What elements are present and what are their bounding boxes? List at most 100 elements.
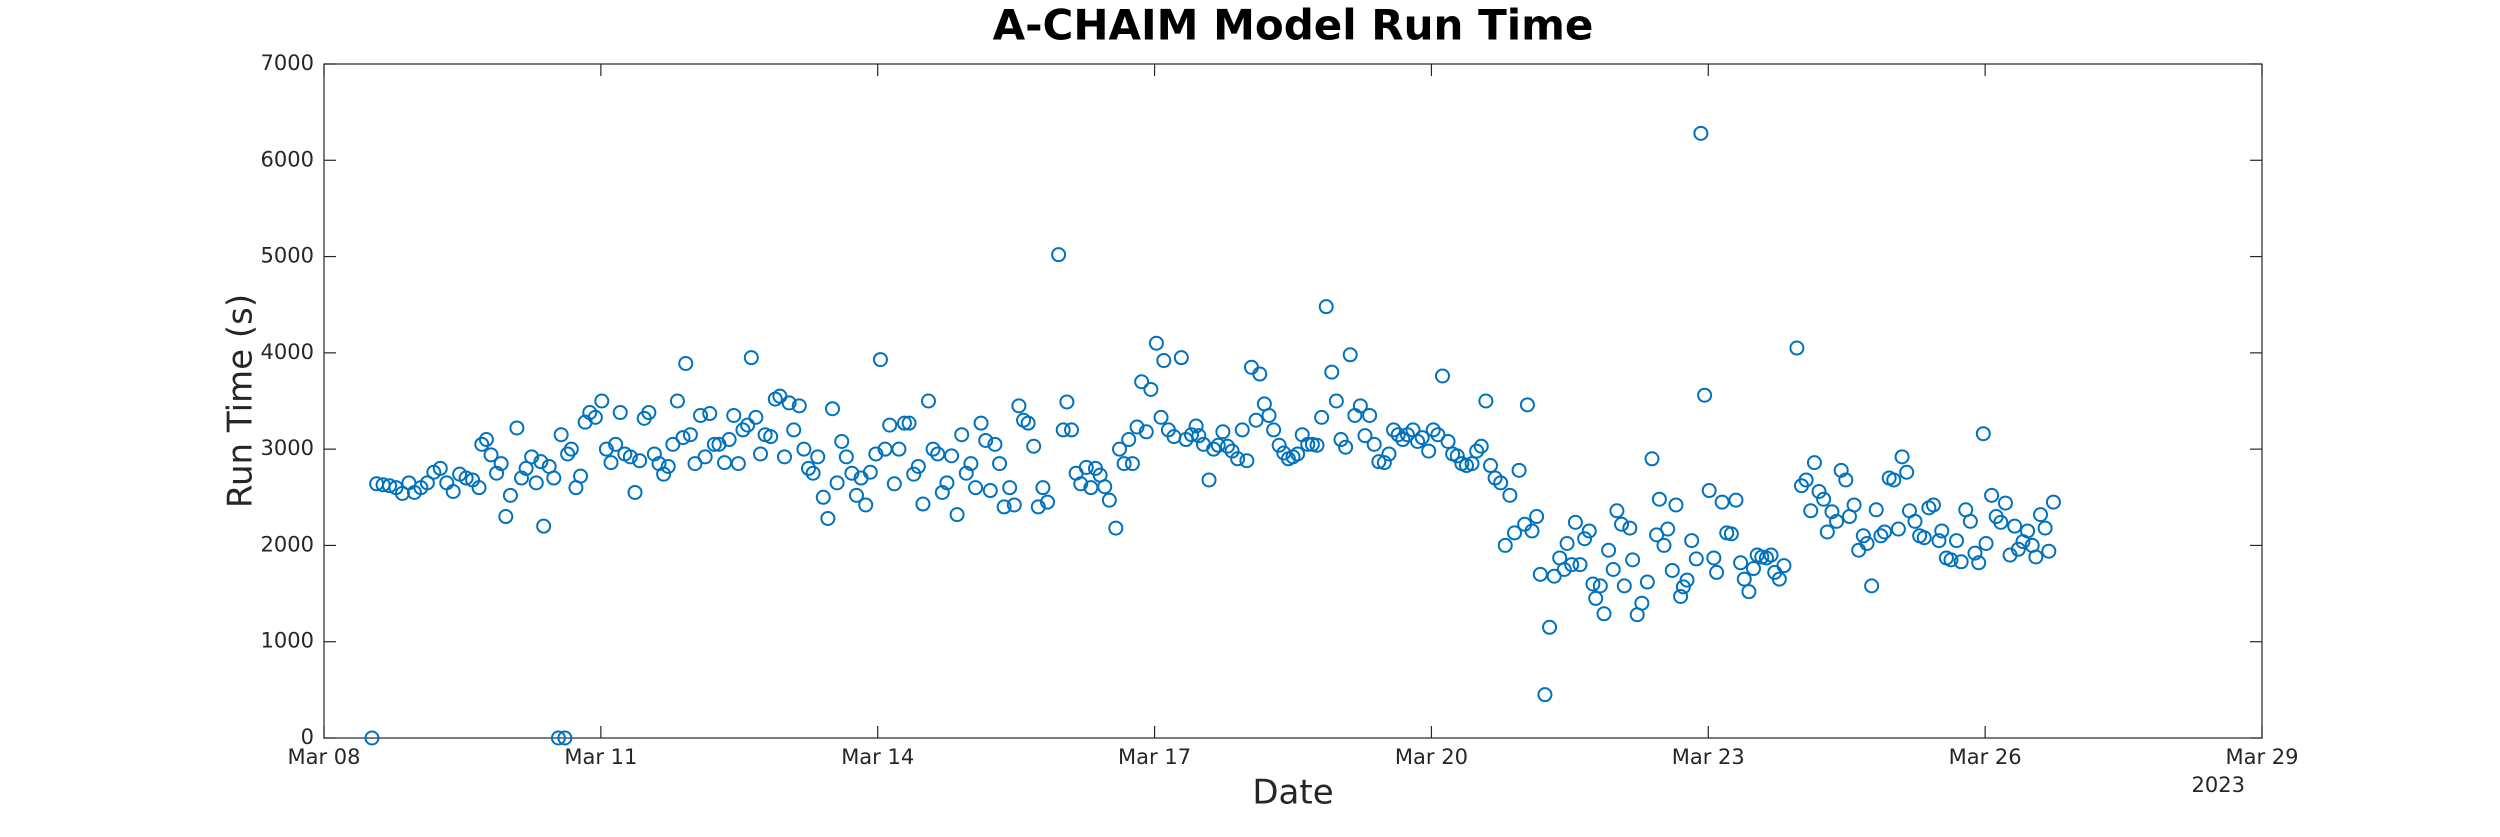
data-point — [1410, 433, 1426, 449]
data-point — [1559, 536, 1575, 552]
data-point — [2041, 543, 2057, 559]
data-point — [1153, 409, 1169, 425]
data-point — [1324, 364, 1340, 380]
data-point — [1592, 578, 1608, 594]
data-point — [1078, 459, 1094, 475]
data-point — [2020, 523, 2036, 539]
data-point — [1656, 537, 1672, 553]
data-point — [886, 476, 902, 492]
data-point — [1855, 528, 1871, 544]
data-point — [891, 441, 907, 457]
data-point — [1953, 554, 1969, 570]
data-point — [608, 436, 624, 452]
data-point — [1709, 564, 1725, 580]
data-point — [693, 407, 709, 423]
data-point — [1469, 443, 1485, 459]
y-tick-label: 2000 — [261, 532, 314, 556]
data-point — [1112, 441, 1128, 457]
data-point — [697, 449, 713, 465]
data-point — [1210, 437, 1226, 453]
data-point — [557, 730, 573, 746]
data-point — [1967, 545, 1983, 561]
data-point — [781, 395, 797, 411]
data-point — [1846, 497, 1862, 513]
data-point — [587, 409, 603, 425]
data-point — [872, 352, 888, 368]
data-point — [1376, 455, 1392, 471]
data-point — [1020, 415, 1036, 431]
data-point — [1943, 552, 1959, 568]
data-point — [1309, 437, 1325, 453]
data-point — [483, 447, 499, 463]
data-point — [1362, 407, 1378, 423]
data-point — [1524, 523, 1540, 539]
x-tick-label: Mar 20 — [1395, 745, 1468, 769]
data-point — [1838, 472, 1854, 488]
data-point — [1728, 492, 1744, 508]
data-point — [1601, 542, 1617, 558]
data-point — [1975, 426, 1991, 442]
data-point — [563, 441, 579, 457]
data-point — [498, 509, 514, 525]
data-point — [1478, 393, 1494, 409]
data-point — [528, 475, 544, 491]
x-tick-label: Mar 29 — [2225, 745, 2298, 769]
data-point — [1789, 340, 1805, 356]
data-point — [805, 465, 821, 481]
data-point — [1673, 588, 1689, 604]
data-point — [1864, 578, 1880, 594]
data-point — [1134, 374, 1150, 390]
data-point — [1868, 502, 1884, 518]
data-point — [882, 417, 898, 433]
y-tick-label: 1000 — [261, 629, 314, 653]
data-point — [1464, 456, 1480, 472]
data-point — [1173, 350, 1189, 366]
data-point — [944, 448, 960, 464]
data-point — [801, 460, 816, 476]
data-point — [1261, 407, 1277, 423]
data-point — [1803, 503, 1819, 519]
data-point — [432, 460, 448, 476]
data-point — [364, 730, 380, 746]
data-point — [973, 415, 989, 431]
data-point — [1201, 472, 1217, 488]
data-point — [1564, 557, 1580, 573]
data-point — [1997, 495, 2013, 511]
data-point — [1328, 393, 1344, 409]
x-tick-label: Mar 11 — [564, 745, 637, 769]
x-tick-label: Mar 14 — [841, 745, 914, 769]
data-point — [1693, 125, 1709, 141]
data-point — [1723, 526, 1739, 542]
data-point — [2033, 507, 2049, 523]
data-point — [1984, 487, 2000, 503]
data-point — [1616, 578, 1632, 594]
data-point — [1266, 422, 1282, 438]
data-point — [1108, 520, 1124, 536]
data-point — [702, 406, 718, 422]
data-point — [740, 417, 756, 433]
data-point — [1271, 437, 1287, 453]
data-point — [1546, 568, 1562, 584]
data-point — [968, 480, 984, 496]
data-point — [1746, 561, 1762, 577]
data-point — [687, 456, 703, 472]
data-point — [471, 480, 487, 496]
data-point — [786, 422, 802, 438]
data-point — [594, 393, 610, 409]
data-point — [1148, 335, 1164, 351]
data-point — [1073, 476, 1089, 492]
data-point — [669, 393, 685, 409]
data-point — [901, 415, 917, 431]
data-point — [1055, 422, 1071, 438]
data-point — [1934, 523, 1950, 539]
data-point — [1338, 439, 1354, 455]
data-point — [1931, 533, 1947, 549]
data-point — [1532, 566, 1548, 582]
data-point — [458, 470, 474, 486]
data-point — [829, 475, 845, 491]
data-point — [1395, 432, 1411, 448]
data-point — [1771, 571, 1787, 587]
data-point — [978, 432, 994, 448]
data-point — [1664, 562, 1680, 578]
data-point — [1614, 516, 1630, 532]
